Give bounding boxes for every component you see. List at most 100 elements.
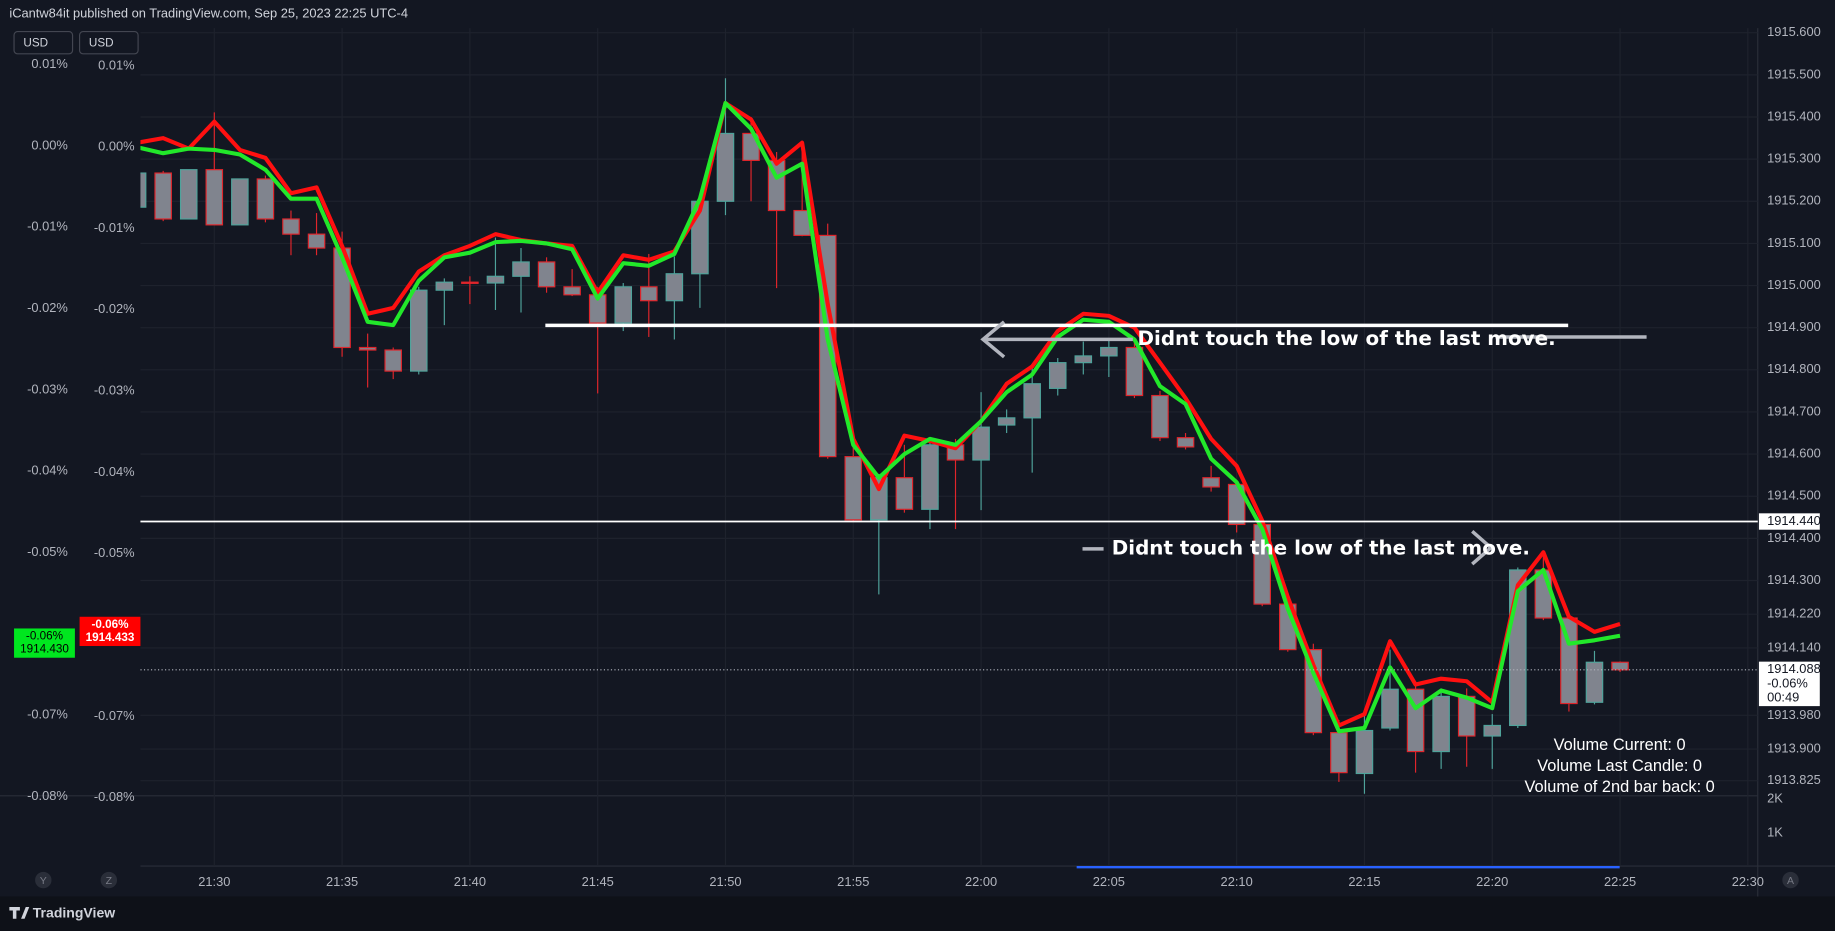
- y2-tick-label: -0.04%: [94, 464, 135, 479]
- tag-price: 1914.433: [86, 631, 135, 644]
- indicator-line: [140, 101, 1621, 728]
- y2-tick-label: 0.01%: [31, 56, 67, 71]
- y-tick-label: 1915.600: [1767, 24, 1821, 39]
- y2-tick-label: -0.08%: [94, 789, 135, 804]
- candle-body: [1100, 346, 1118, 357]
- y-tick-label: 1913.825: [1767, 772, 1821, 787]
- y-tick-label: 1913.900: [1767, 740, 1821, 755]
- candle-body: [1023, 383, 1041, 419]
- y2-tick-label: -0.07%: [94, 708, 135, 723]
- candle-body: [179, 169, 198, 220]
- candle-body: [486, 275, 505, 284]
- last-price-label: 1914.088: [1767, 661, 1821, 676]
- scale-button[interactable]: [100, 871, 118, 889]
- y2-tick-label: 0.00%: [98, 139, 134, 154]
- last-price-tag: [1758, 661, 1820, 707]
- price-line-tag: [1758, 513, 1820, 530]
- candle-body: [665, 273, 684, 302]
- y2-tick-label: -0.03%: [27, 381, 68, 396]
- candle-body: [461, 281, 479, 284]
- x-tick-label: 21:50: [709, 874, 741, 889]
- y2-tick-label: -0.01%: [27, 219, 68, 234]
- y-tick-label: 1915.400: [1767, 108, 1821, 123]
- y2-tick-label: 0.00%: [31, 137, 67, 152]
- x-tick-label: 21:35: [326, 874, 358, 889]
- annotation: Didnt touch the low of the last move.: [1112, 536, 1530, 559]
- x-tick-label: 22:00: [965, 874, 997, 889]
- y2-tick-label: -0.02%: [27, 300, 68, 315]
- candle-body: [231, 178, 249, 226]
- y-tick-label: 1914.900: [1767, 319, 1821, 334]
- scale-button-label[interactable]: A: [1787, 875, 1794, 887]
- footer-logo: TradingView: [33, 905, 115, 921]
- y-tick-label: 1914.600: [1767, 446, 1821, 461]
- currency-button[interactable]: [78, 31, 139, 55]
- candle-body: [640, 286, 658, 302]
- candle-body: [1381, 688, 1399, 729]
- volume-info: Volume Current: 0: [1554, 736, 1686, 754]
- candle-body: [1330, 732, 1348, 774]
- currency-button[interactable]: [13, 31, 74, 55]
- y2-tick-label: -0.02%: [94, 301, 135, 316]
- candle-body: [537, 261, 556, 288]
- candle-body: [1611, 661, 1629, 671]
- indicator-line: [140, 101, 1621, 734]
- candle-body: [1202, 477, 1220, 488]
- tag-percent: -0.06%: [91, 618, 129, 631]
- candle-body: [870, 477, 888, 521]
- scale-button[interactable]: [1782, 871, 1799, 889]
- footer-bar: [0, 896, 1835, 931]
- candle-body: [307, 233, 326, 249]
- y2-tick-label: -0.03%: [94, 383, 135, 398]
- candle-body: [1151, 394, 1169, 439]
- y-tick-label: 1913.980: [1767, 707, 1821, 722]
- x-tick-label: 22:25: [1604, 874, 1636, 889]
- y2-tick-label: -0.01%: [94, 220, 135, 235]
- candle-body: [614, 286, 633, 324]
- volume-tick-label: 2K: [1767, 791, 1783, 806]
- candle-body: [563, 286, 581, 296]
- candle-body: [1125, 346, 1144, 397]
- scale-button[interactable]: [35, 871, 52, 889]
- countdown-label: 00:49: [1767, 689, 1799, 704]
- header: iCantw84it published on TradingView.com,…: [9, 5, 408, 20]
- candle-body: [1355, 729, 1374, 775]
- y-tick-label: 1914.220: [1767, 606, 1821, 621]
- candle-body: [921, 444, 939, 510]
- x-tick-label: 21:45: [582, 874, 614, 889]
- y2-tick-label: -0.05%: [94, 545, 135, 560]
- currency-label[interactable]: USD: [89, 36, 114, 49]
- candle-body: [140, 172, 147, 208]
- y-tick-label: 1915.300: [1767, 151, 1821, 166]
- x-tick-label: 22:15: [1348, 874, 1380, 889]
- y2-tick-label: -0.07%: [27, 707, 68, 722]
- candle-body: [844, 456, 863, 521]
- y2-tick-label: -0.08%: [27, 788, 68, 803]
- volume-info: Volume Last Candle: 0: [1537, 757, 1702, 775]
- candle-body: [1457, 695, 1476, 737]
- volume-tick-label: 1K: [1767, 825, 1783, 840]
- y-tick-label: 1914.300: [1767, 572, 1821, 587]
- y-tick-label: 1914.400: [1767, 530, 1821, 545]
- annotation: Didnt touch the low of the last move.: [1138, 327, 1556, 350]
- volume-info: Volume of 2nd bar back: 0: [1525, 778, 1715, 796]
- y2-tick-label: -0.04%: [27, 463, 68, 478]
- candle-body: [154, 172, 172, 220]
- tag-price: 1914.430: [20, 643, 69, 656]
- scale-button-label[interactable]: Y: [40, 875, 47, 887]
- candle-body: [716, 132, 735, 202]
- candle-body: [409, 289, 428, 372]
- y2-tick-label: 0.01%: [98, 57, 134, 72]
- arrow-head: [1471, 530, 1494, 566]
- x-tick-label: 22:05: [1093, 874, 1125, 889]
- x-tick-label: 21:30: [198, 874, 230, 889]
- scale-button-label[interactable]: Z: [106, 875, 113, 887]
- currency-label[interactable]: USD: [23, 36, 48, 49]
- x-tick-label: 22:20: [1476, 874, 1508, 889]
- y-tick-label: 1914.700: [1767, 403, 1821, 418]
- y-tick-label: 1915.500: [1767, 66, 1821, 81]
- x-tick-label: 22:10: [1221, 874, 1253, 889]
- candle-body: [1585, 661, 1604, 703]
